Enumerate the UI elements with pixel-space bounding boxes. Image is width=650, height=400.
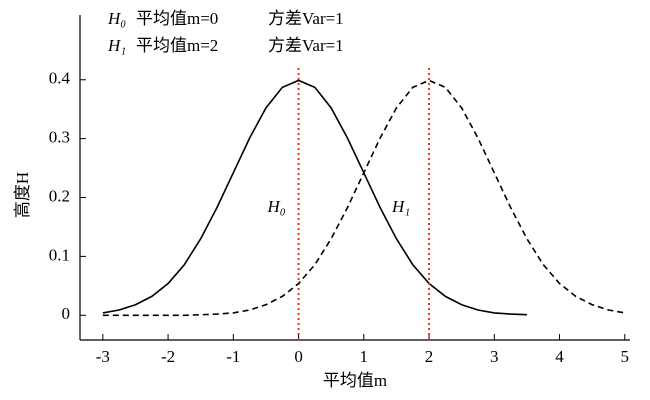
y-tick-label: 0.4 xyxy=(49,69,71,88)
x-tick-label: 0 xyxy=(294,347,303,366)
x-tick-label: 3 xyxy=(490,347,499,366)
y-tick-label: 0.1 xyxy=(49,245,70,264)
y-axis-label: 高度H xyxy=(13,172,32,218)
series-line xyxy=(102,79,527,316)
legend-var: 方差Var=1 xyxy=(268,36,344,55)
x-tick-label: 4 xyxy=(555,347,564,366)
y-tick-label: 0.3 xyxy=(49,128,70,147)
x-tick-label: -1 xyxy=(226,347,240,366)
legend-name: H₀ xyxy=(107,9,126,28)
x-tick-label: 1 xyxy=(360,347,369,366)
y-tick-label: 0 xyxy=(62,304,71,323)
x-axis-label: 平均值m xyxy=(323,371,387,390)
y-tick-label: 0.2 xyxy=(49,186,70,205)
x-tick-label: 5 xyxy=(621,347,630,366)
x-tick-label: 2 xyxy=(425,347,434,366)
series-line xyxy=(102,79,625,317)
legend-mean: 平均值m=2 xyxy=(136,36,218,55)
x-tick-label: -2 xyxy=(161,347,175,366)
legend-var: 方差Var=1 xyxy=(268,9,344,28)
x-tick-label: -3 xyxy=(96,347,110,366)
curve-label: H₁ xyxy=(391,197,410,216)
curve-label: H₀ xyxy=(266,197,285,216)
legend-mean: 平均值m=0 xyxy=(136,9,218,28)
legend-name: H₁ xyxy=(107,36,126,55)
